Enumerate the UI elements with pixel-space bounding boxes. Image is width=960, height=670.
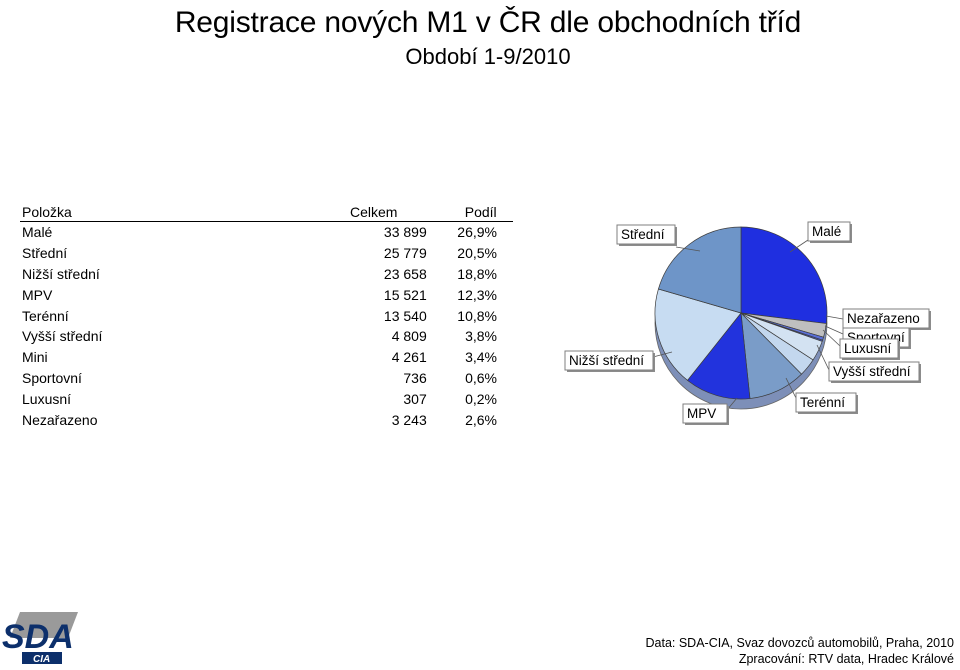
label-text: Nižší střední [569, 353, 644, 368]
leader-line [825, 315, 844, 320]
leader-line [822, 329, 841, 347]
label-box [616, 224, 676, 245]
table-row: Mini 4 261 3,4% [20, 347, 513, 368]
table-cell-total: 13 540 [383, 307, 427, 324]
leader-line [652, 351, 673, 358]
table-cell-share: 2,6% [465, 411, 497, 428]
table-cell-share: 0,6% [465, 369, 497, 386]
table-row: Terénní 13 540 10,8% [20, 305, 513, 326]
leader-line [785, 377, 797, 399]
pie-label-nižší-střední: Nižší střední [564, 350, 673, 372]
table-cell-total: 4 261 [391, 349, 427, 366]
table-cell-share: 10,8% [457, 307, 497, 324]
header-item: Položka [20, 203, 272, 222]
table-cell-total: 23 658 [383, 265, 427, 282]
leader-line [824, 325, 844, 335]
pie-label-vyšší-střední: Vyšší střední [816, 344, 921, 383]
chart-subtitle: Období 1-9/2010 [405, 44, 571, 69]
table-cell-item: Sportovní [22, 369, 82, 386]
label-text: Nezařazeno [847, 311, 920, 326]
table-cell-share: 3,4% [465, 349, 497, 366]
leader-line [816, 344, 830, 371]
pie-slice-malé [740, 226, 828, 324]
pie-label-luxusní: Luxusní [822, 329, 900, 360]
label-text: Střední [621, 227, 665, 242]
label-text: MPV [687, 406, 716, 421]
label-box [682, 403, 728, 424]
label-box [828, 361, 920, 382]
table-cell-total: 307 [403, 390, 427, 407]
table-header-row: Položka Celkem Podíl [20, 203, 513, 222]
sda-logo-text: SDA [2, 618, 74, 656]
table-cell-item: Mini [22, 349, 48, 366]
label-box [807, 221, 851, 242]
table-cell-item: Střední [22, 245, 68, 262]
table-row: Vyšší střední 4 809 3,8% [20, 326, 513, 347]
table-cell-share: 26,9% [457, 224, 497, 241]
table-cell-item: Nižší střední [22, 265, 100, 282]
table-row: Luxusní 307 0,2% [20, 388, 513, 409]
pie-label-terénní: Terénní [785, 377, 858, 414]
table-row: Střední 25 779 20,5% [20, 243, 513, 264]
chart-title: Registrace nových M1 v ČR dle obchodních… [174, 6, 802, 39]
table-row: Sportovní 736 0,6% [20, 368, 513, 389]
leader-line [675, 246, 701, 252]
label-text: Vyšší střední [833, 364, 911, 379]
table-cell-item: Nezařazeno [22, 411, 98, 428]
table-cell-total: 25 779 [383, 245, 427, 262]
table-row: Malé 33 899 26,9% [20, 222, 513, 243]
table-cell-share: 20,5% [457, 245, 497, 262]
table-cell-total: 4 809 [391, 328, 427, 345]
table-row: MPV 15 521 12,3% [20, 284, 513, 305]
table-cell-item: MPV [22, 286, 53, 303]
table-cell-share: 18,8% [457, 265, 497, 282]
table-row: Nižší střední 23 658 18,8% [20, 264, 513, 285]
table-cell-item: Luxusní [22, 390, 72, 407]
table-cell-total: 736 [403, 369, 427, 386]
table-cell-item: Terénní [22, 307, 69, 324]
table-cell-share: 3,8% [465, 328, 497, 345]
footer: Data: SDA-CIA, Svaz dovozců automobilů, … [646, 635, 955, 667]
footer-processing: Zpracování: RTV data, Hradec Králové [738, 652, 954, 666]
label-box [564, 350, 654, 371]
pie-label-mpv: MPV [682, 397, 738, 425]
cia-logo-text: CIA [33, 654, 50, 665]
table-cell-total: 33 899 [383, 224, 427, 241]
pie-slice-mpv [686, 312, 751, 400]
pie-slice-nižší-střední [654, 288, 742, 381]
label-text: Luxusní [844, 341, 892, 356]
table-row: Nezařazeno 3 243 2,6% [20, 409, 513, 430]
table-cell-item: Vyšší střední [22, 328, 103, 345]
header-share: Podíl [426, 203, 513, 222]
label-box [839, 338, 899, 359]
pie-label-malé: Malé [789, 221, 852, 253]
sda-logo: SDA CIA [2, 612, 78, 665]
table-cell-item: Malé [22, 224, 53, 241]
label-box [795, 392, 857, 413]
label-text: Terénní [800, 395, 845, 410]
label-text: Malé [812, 224, 841, 239]
footer-source: Data: SDA-CIA, Svaz dovozců automobilů, … [645, 636, 955, 650]
pie-label-nezařazeno: Nezařazeno [825, 308, 931, 330]
data-table: Položka Celkem Podíl Malé 33 899 26,9% Stře… [20, 203, 513, 430]
table-cell-total: 3 243 [391, 411, 427, 428]
pie-chart: Střední MaléNezařazenoSportovníLuxusníVyš… [564, 221, 931, 425]
leader-line [789, 239, 809, 253]
pie-slice-střední [657, 226, 742, 314]
table-cell-share: 0,2% [465, 390, 497, 407]
table-cell-share: 12,3% [457, 286, 497, 303]
pie-label-střední: Střední [616, 224, 701, 252]
table-cell-total: 15 521 [383, 286, 427, 303]
header-total: Celkem [272, 203, 427, 222]
